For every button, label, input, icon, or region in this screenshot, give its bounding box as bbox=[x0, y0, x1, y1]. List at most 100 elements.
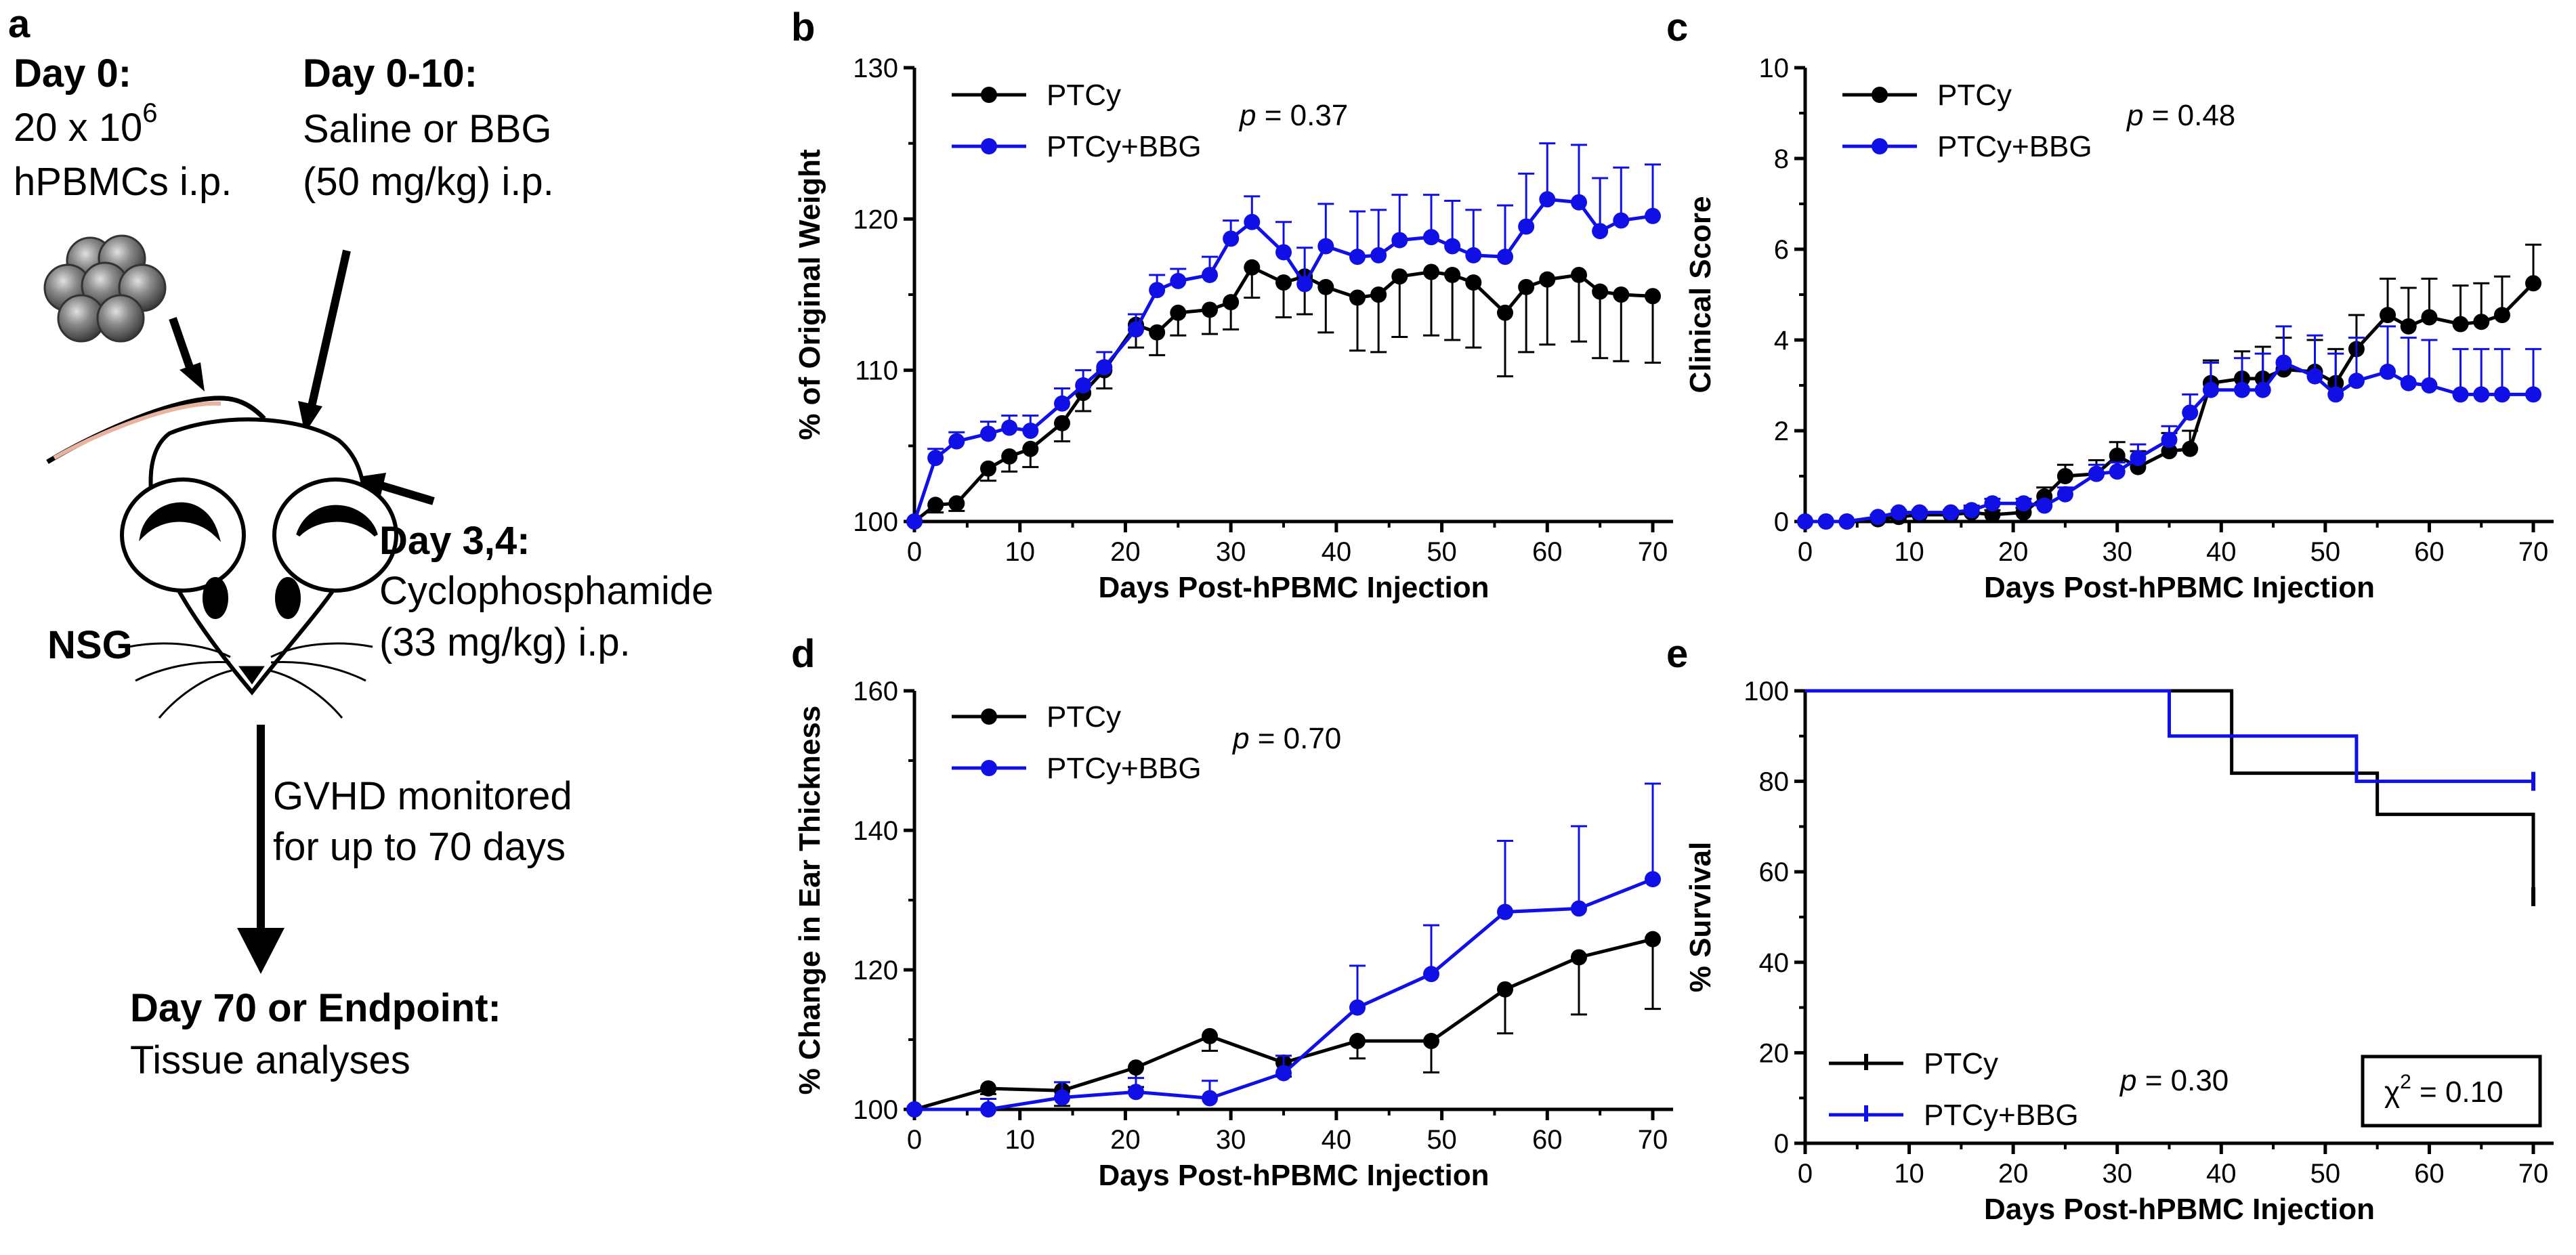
data-point bbox=[1244, 259, 1261, 276]
x-tick-label: 0 bbox=[907, 1125, 922, 1155]
data-point bbox=[948, 495, 965, 512]
day0-cells-exponent: 6 bbox=[142, 98, 157, 128]
x-tick-label: 10 bbox=[1005, 537, 1035, 567]
data-point bbox=[1870, 509, 1886, 526]
y-tick-label: 100 bbox=[853, 1095, 898, 1125]
data-point bbox=[1444, 266, 1461, 283]
data-point bbox=[1465, 247, 1482, 263]
legend-label: PTCy bbox=[1924, 1047, 1998, 1080]
data-point bbox=[1465, 274, 1482, 291]
y-tick-label: 10 bbox=[1759, 54, 1790, 83]
x-tick-label: 20 bbox=[1110, 1125, 1141, 1155]
panel-label-a: a bbox=[8, 2, 30, 46]
injection-arrows-icon bbox=[169, 249, 435, 974]
nsg-mouse-icon bbox=[46, 396, 398, 719]
x-tick-label: 40 bbox=[1322, 537, 1352, 567]
panel-label-e: e bbox=[1666, 632, 1688, 676]
series-ptcy bbox=[1805, 689, 2535, 906]
legend-label: PTCy+BBG bbox=[1937, 130, 2092, 163]
data-point bbox=[1645, 207, 1661, 224]
legend-label: PTCy bbox=[1937, 79, 2012, 112]
data-point bbox=[1075, 377, 1092, 393]
data-point bbox=[2130, 450, 2147, 467]
legend-label: PTCy+BBG bbox=[1047, 130, 1202, 163]
data-point bbox=[1592, 283, 1609, 300]
legend-label: PTCy+BBG bbox=[1924, 1099, 2079, 1132]
x-tick-label: 70 bbox=[1638, 1125, 1668, 1155]
y-tick-label: 0 bbox=[1774, 507, 1789, 537]
y-tick-label: 6 bbox=[1774, 235, 1789, 265]
data-point bbox=[1054, 414, 1070, 431]
series-ptcy-bbg bbox=[1805, 689, 2535, 791]
data-point bbox=[1423, 263, 1439, 280]
y-tick-label: 120 bbox=[853, 205, 898, 234]
data-point bbox=[1149, 282, 1166, 299]
data-point bbox=[1423, 229, 1439, 246]
y-tick-label: 20 bbox=[1759, 1038, 1790, 1068]
data-point bbox=[2493, 307, 2510, 324]
data-point bbox=[906, 1101, 923, 1118]
x-tick-label: 50 bbox=[1427, 1125, 1457, 1155]
series-ptcy-bbg bbox=[1797, 325, 2541, 530]
data-point bbox=[2202, 381, 2219, 398]
data-point bbox=[1349, 289, 1366, 306]
legend-marker bbox=[981, 760, 997, 776]
chart-panel-b: b 100 110 120 130 0 10 20 30 40 50 60 70 Days Post-hP… bbox=[791, 5, 1673, 604]
data-point bbox=[1202, 266, 1218, 283]
data-point bbox=[2421, 309, 2438, 326]
x-tick-label: 10 bbox=[1005, 1125, 1035, 1155]
data-point bbox=[1891, 504, 1907, 521]
y-tick-label: 100 bbox=[853, 507, 898, 537]
x-tick-label: 70 bbox=[1638, 537, 1668, 567]
legend-marker bbox=[981, 708, 997, 725]
data-point bbox=[1645, 288, 1661, 305]
data-point bbox=[1149, 324, 1166, 341]
data-point bbox=[1349, 249, 1366, 265]
x-tick-label: 0 bbox=[1798, 537, 1813, 567]
data-point bbox=[980, 425, 996, 442]
day34-title: Day 3,4: bbox=[379, 519, 530, 563]
data-point bbox=[980, 1080, 996, 1097]
data-point bbox=[2109, 447, 2126, 464]
data-point bbox=[948, 433, 965, 450]
data-point bbox=[1001, 419, 1018, 436]
x-tick-label: 20 bbox=[1998, 537, 2029, 567]
data-point bbox=[927, 496, 944, 513]
y-tick-label: 2 bbox=[1774, 417, 1789, 446]
y-tick-label: 40 bbox=[1759, 948, 1790, 978]
data-point bbox=[2109, 463, 2126, 480]
p-symbol: p bbox=[1231, 722, 1249, 755]
day010-title: Day 0-10: bbox=[303, 51, 478, 95]
y-tick-label: 80 bbox=[1759, 767, 1790, 797]
p-symbol: p bbox=[2126, 99, 2143, 132]
y-tick-label: 140 bbox=[853, 816, 898, 846]
data-point bbox=[1984, 495, 2001, 512]
y-tick-label: 130 bbox=[853, 54, 898, 83]
data-point bbox=[1571, 194, 1587, 211]
data-point bbox=[1223, 294, 1240, 311]
x-tick-label: 0 bbox=[907, 537, 922, 567]
data-point bbox=[1518, 218, 1535, 235]
data-point bbox=[2452, 316, 2469, 333]
data-point bbox=[1497, 304, 1513, 321]
chi-symbol: χ bbox=[2384, 1076, 2400, 1109]
data-point bbox=[1797, 513, 1813, 530]
data-point bbox=[1244, 213, 1261, 230]
data-point bbox=[1444, 238, 1461, 255]
p-symbol: p bbox=[2119, 1064, 2136, 1097]
legend-marker bbox=[981, 87, 997, 103]
x-tick-label: 70 bbox=[2518, 537, 2549, 567]
x-tick-label: 50 bbox=[2310, 537, 2341, 567]
data-point bbox=[1539, 271, 1556, 288]
data-point bbox=[1518, 278, 1535, 295]
day010-line2: (50 mg/kg) i.p. bbox=[303, 160, 554, 204]
data-point bbox=[1001, 448, 1018, 465]
data-point bbox=[1497, 981, 1513, 998]
x-tick-label: 30 bbox=[2102, 537, 2132, 567]
data-point bbox=[1317, 238, 1334, 255]
x-tick-label: 20 bbox=[1998, 1159, 2029, 1189]
data-point bbox=[1911, 504, 1928, 521]
data-point bbox=[1497, 903, 1513, 920]
monitor-line2: for up to 70 days bbox=[273, 825, 566, 869]
